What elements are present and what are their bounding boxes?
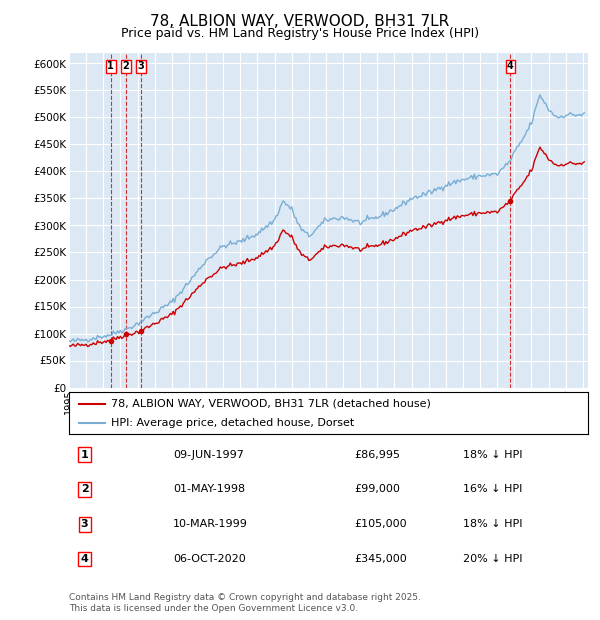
Text: £99,000: £99,000 xyxy=(355,484,400,494)
Text: 1: 1 xyxy=(107,61,114,71)
Text: 01-MAY-1998: 01-MAY-1998 xyxy=(173,484,245,494)
Text: £345,000: £345,000 xyxy=(355,554,407,564)
Text: 18% ↓ HPI: 18% ↓ HPI xyxy=(463,520,523,529)
Text: £105,000: £105,000 xyxy=(355,520,407,529)
Text: Price paid vs. HM Land Registry's House Price Index (HPI): Price paid vs. HM Land Registry's House … xyxy=(121,27,479,40)
Text: 78, ALBION WAY, VERWOOD, BH31 7LR: 78, ALBION WAY, VERWOOD, BH31 7LR xyxy=(151,14,449,29)
Text: 3: 3 xyxy=(81,520,88,529)
Text: 18% ↓ HPI: 18% ↓ HPI xyxy=(463,450,523,459)
Text: 10-MAR-1999: 10-MAR-1999 xyxy=(173,520,248,529)
Text: 2: 2 xyxy=(122,61,130,71)
Text: 1: 1 xyxy=(80,450,88,459)
Text: HPI: Average price, detached house, Dorset: HPI: Average price, detached house, Dors… xyxy=(110,418,354,428)
Text: 2: 2 xyxy=(80,484,88,494)
Text: Contains HM Land Registry data © Crown copyright and database right 2025.
This d: Contains HM Land Registry data © Crown c… xyxy=(69,593,421,613)
Text: 06-OCT-2020: 06-OCT-2020 xyxy=(173,554,245,564)
Text: 78, ALBION WAY, VERWOOD, BH31 7LR (detached house): 78, ALBION WAY, VERWOOD, BH31 7LR (detac… xyxy=(110,399,430,409)
Text: 4: 4 xyxy=(80,554,89,564)
Text: 16% ↓ HPI: 16% ↓ HPI xyxy=(463,484,523,494)
Text: £86,995: £86,995 xyxy=(355,450,400,459)
Text: 09-JUN-1997: 09-JUN-1997 xyxy=(173,450,244,459)
Text: 3: 3 xyxy=(137,61,144,71)
Text: 4: 4 xyxy=(507,61,514,71)
Text: 20% ↓ HPI: 20% ↓ HPI xyxy=(463,554,523,564)
